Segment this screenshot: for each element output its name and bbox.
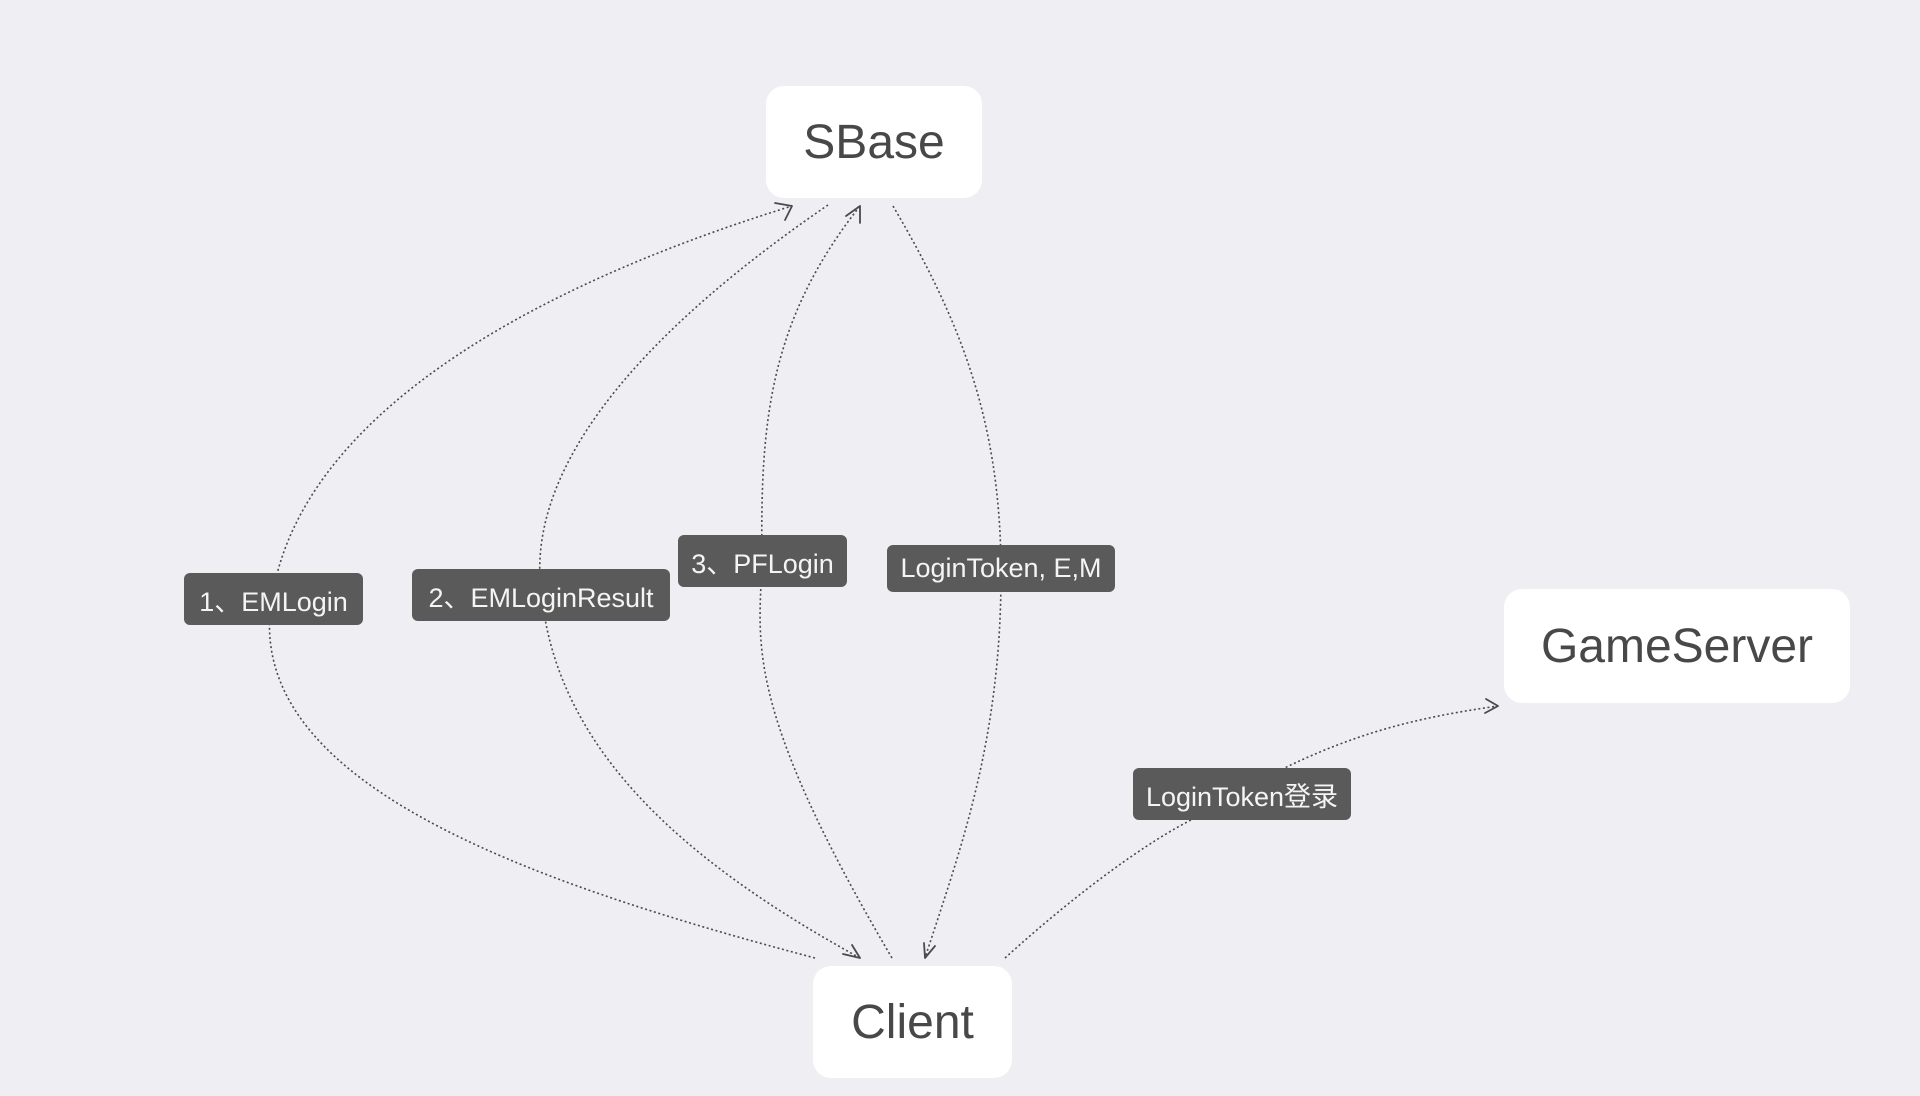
edge-label-pf-login: 3、PFLogin — [678, 535, 847, 587]
node-sbase-label: SBase — [803, 115, 945, 169]
edge-label-login-token-game-text: LoginToken登录 — [1145, 781, 1339, 812]
arrow-em-login — [774, 202, 793, 221]
arrow-login-token-em — [923, 942, 936, 959]
arrow-pf-login — [845, 205, 861, 224]
node-client-label: Client — [851, 995, 974, 1049]
edge-label-em-login: 1、EMLogin — [184, 573, 363, 625]
edge-label-em-login-text: 1、EMLogin — [199, 586, 348, 617]
node-gameserver-label: GameServer — [1540, 619, 1814, 673]
node-sbase[interactable]: SBase — [766, 86, 982, 198]
edge-em-login-result — [538, 204, 861, 959]
edge-label-em-login-result: 2、EMLoginResult — [412, 569, 670, 621]
node-client[interactable]: Client — [813, 966, 1012, 1078]
edge-label-em-login-result-text: 2、EMLoginResult — [428, 582, 654, 613]
arrow-login-token-game — [1484, 698, 1499, 714]
edge-label-login-token-em-text: LoginToken, E,M — [900, 553, 1102, 583]
arrow-em-login-result — [842, 944, 861, 959]
edge-pf-login — [759, 205, 893, 959]
edge-label-login-token-game: LoginToken登录 — [1133, 768, 1351, 820]
edge-label-pf-login-text: 3、PFLogin — [691, 548, 834, 579]
edge-login-token-game — [1004, 705, 1499, 959]
node-gameserver[interactable]: GameServer — [1504, 589, 1850, 703]
edge-label-login-token-em: LoginToken, E,M — [887, 545, 1115, 592]
